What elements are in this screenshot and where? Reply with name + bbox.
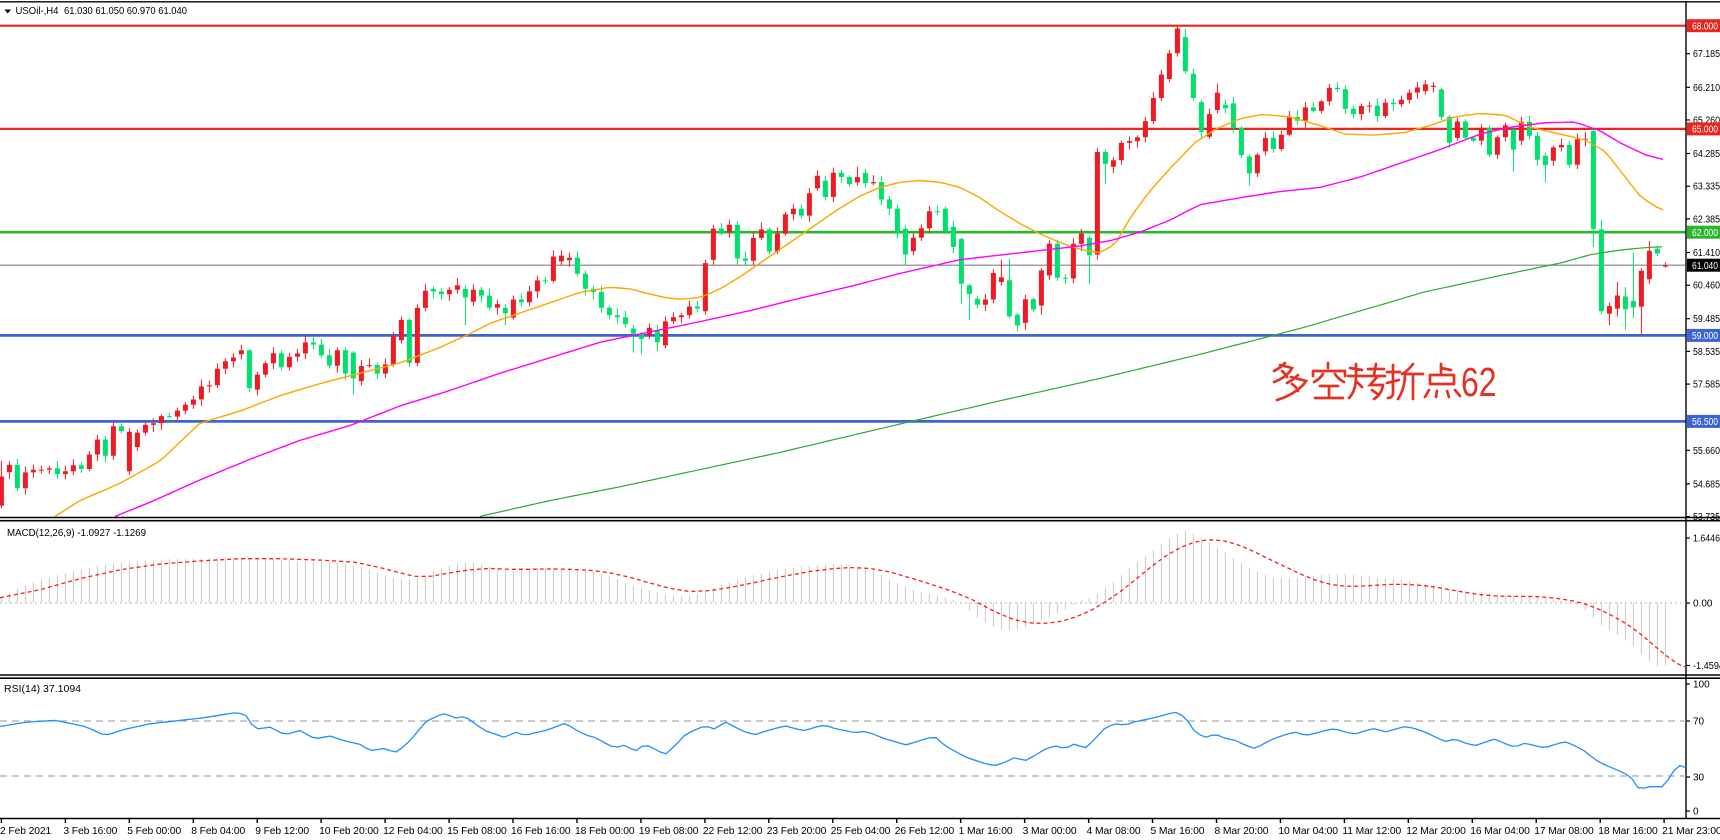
svg-text:3 Feb 16:00: 3 Feb 16:00	[63, 826, 117, 837]
svg-text:66.210: 66.210	[1693, 83, 1720, 94]
svg-text:62.000: 62.000	[1692, 228, 1718, 239]
svg-text:62.385: 62.385	[1693, 214, 1720, 225]
svg-text:30: 30	[1693, 773, 1705, 784]
svg-text:11 Mar 12:00: 11 Mar 12:00	[1342, 826, 1401, 837]
svg-text:59.485: 59.485	[1693, 314, 1720, 325]
svg-text:63.335: 63.335	[1693, 182, 1720, 193]
svg-text:17 Mar 08:00: 17 Mar 08:00	[1534, 826, 1594, 837]
svg-text:MACD(12,26,9) -1.0927 -1.1269: MACD(12,26,9) -1.0927 -1.1269	[7, 527, 146, 539]
svg-text:19 Feb 08:00: 19 Feb 08:00	[639, 826, 699, 837]
svg-text:1 Mar 16:00: 1 Mar 16:00	[959, 826, 1013, 837]
svg-text:23 Feb 20:00: 23 Feb 20:00	[767, 826, 827, 837]
svg-text:0: 0	[1693, 807, 1699, 818]
svg-text:54.685: 54.685	[1693, 479, 1720, 490]
svg-text:1.6446: 1.6446	[1693, 534, 1720, 545]
svg-text:18 Feb 00:00: 18 Feb 00:00	[575, 826, 635, 837]
svg-text:58.535: 58.535	[1693, 347, 1720, 358]
svg-text:2 Feb 2021: 2 Feb 2021	[0, 826, 51, 837]
svg-text:8 Feb 04:00: 8 Feb 04:00	[191, 826, 245, 837]
svg-text:55.660: 55.660	[1693, 446, 1720, 457]
svg-text:61.030 61.050 60.970 61.040: 61.030 61.050 60.970 61.040	[64, 6, 187, 17]
svg-text:100: 100	[1693, 680, 1710, 691]
svg-text:USOil-,H4: USOil-,H4	[16, 6, 59, 17]
svg-text:10 Mar 04:00: 10 Mar 04:00	[1278, 826, 1338, 837]
svg-text:64.285: 64.285	[1693, 149, 1720, 160]
svg-text:57.585: 57.585	[1693, 380, 1720, 391]
svg-text:10 Feb 20:00: 10 Feb 20:00	[319, 826, 379, 837]
svg-text:26 Feb 12:00: 26 Feb 12:00	[895, 826, 955, 837]
svg-text:RSI(14) 37.1094: RSI(14) 37.1094	[4, 683, 81, 695]
svg-text:16 Mar 04:00: 16 Mar 04:00	[1470, 826, 1530, 837]
svg-text:56.500: 56.500	[1692, 417, 1718, 428]
svg-text:9 Feb 12:00: 9 Feb 12:00	[255, 826, 309, 837]
svg-text:18 Mar 16:00: 18 Mar 16:00	[1598, 826, 1658, 837]
svg-text:16 Feb 16:00: 16 Feb 16:00	[511, 826, 571, 837]
svg-text:21 Mar 23:00: 21 Mar 23:00	[1662, 826, 1720, 837]
svg-text:53.735: 53.735	[1693, 512, 1720, 523]
svg-text:12 Mar 20:00: 12 Mar 20:00	[1406, 826, 1466, 837]
svg-text:70: 70	[1693, 717, 1705, 728]
svg-text:59.000: 59.000	[1692, 331, 1718, 342]
svg-text:5 Feb 00:00: 5 Feb 00:00	[127, 826, 181, 837]
svg-text:22 Feb 12:00: 22 Feb 12:00	[703, 826, 763, 837]
svg-text:60.460: 60.460	[1693, 281, 1720, 292]
svg-text:0.00: 0.00	[1693, 599, 1713, 610]
svg-text:12 Feb 04:00: 12 Feb 04:00	[383, 826, 443, 837]
svg-text:65.260: 65.260	[1693, 116, 1720, 127]
svg-text:4 Mar 08:00: 4 Mar 08:00	[1087, 826, 1141, 837]
svg-text:8 Mar 20:00: 8 Mar 20:00	[1215, 826, 1269, 837]
svg-text:67.185: 67.185	[1693, 49, 1720, 60]
svg-text:3 Mar 00:00: 3 Mar 00:00	[1023, 826, 1077, 837]
svg-text:-1.4594: -1.4594	[1693, 661, 1720, 672]
svg-text:25 Feb 04:00: 25 Feb 04:00	[831, 826, 891, 837]
svg-text:15 Feb 08:00: 15 Feb 08:00	[447, 826, 507, 837]
svg-text:5 Mar 16:00: 5 Mar 16:00	[1151, 826, 1205, 837]
svg-text:61.410: 61.410	[1693, 248, 1720, 259]
svg-text:62: 62	[1461, 359, 1497, 405]
svg-text:61.040: 61.040	[1692, 261, 1718, 272]
svg-text:65.000: 65.000	[1692, 125, 1718, 136]
svg-text:68.000: 68.000	[1692, 22, 1718, 33]
